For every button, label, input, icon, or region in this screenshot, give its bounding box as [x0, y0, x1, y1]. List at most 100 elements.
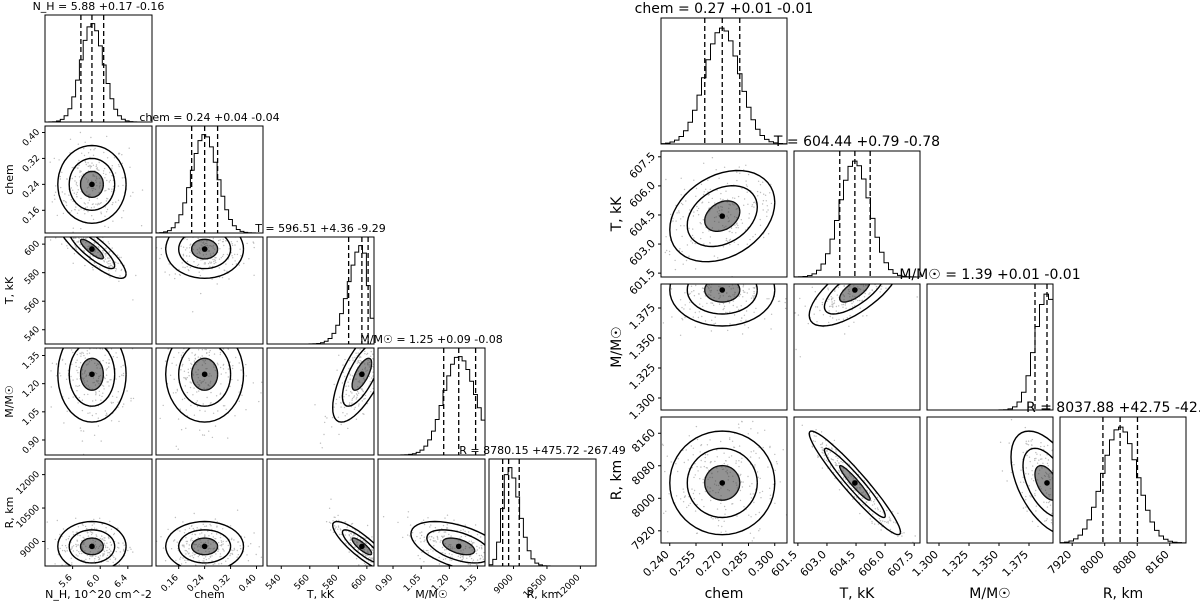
sample-point: [62, 212, 65, 215]
sample-point: [700, 459, 702, 462]
sample-point: [126, 390, 128, 392]
panel-frame: [155, 458, 264, 567]
sample-point: [212, 563, 214, 566]
sample-point: [89, 555, 91, 557]
sample-point: [219, 239, 221, 241]
sample-point: [193, 228, 194, 229]
sample-point: [347, 385, 350, 387]
sample-point: [444, 553, 446, 555]
sample-point: [893, 521, 895, 523]
sample-point: [838, 305, 840, 307]
sample-point: [1039, 454, 1042, 456]
sample-point: [714, 322, 717, 324]
sample-point: [220, 545, 223, 547]
panel-frame: [44, 347, 153, 456]
sample-point: [707, 240, 708, 241]
sample-point: [84, 160, 86, 162]
density-core: [704, 284, 740, 302]
sample-point: [122, 372, 125, 375]
sample-point: [430, 548, 432, 550]
sample-point: [189, 266, 192, 269]
sample-point: [180, 354, 183, 356]
sample-point: [200, 292, 202, 295]
sample-point: [714, 460, 716, 463]
sample-point: [1092, 522, 1093, 523]
sample-point: [671, 316, 673, 318]
sample-point: [132, 191, 134, 194]
sample-point: [226, 270, 228, 272]
histogram-t-kk: [267, 245, 374, 344]
sample-point: [475, 564, 478, 566]
sample-point: [74, 180, 76, 182]
sample-point: [1045, 457, 1047, 459]
x-tick-label: 606.0: [856, 548, 887, 579]
sample-point: [176, 231, 177, 232]
sample-point: [709, 462, 712, 464]
sample-point: [662, 444, 664, 447]
contour-2sigma: [686, 184, 758, 248]
sample-point: [383, 561, 384, 562]
sample-point: [174, 273, 176, 275]
sample-point: [741, 222, 744, 224]
sample-point: [368, 375, 370, 378]
sample-point: [76, 334, 77, 335]
sample-point: [820, 443, 822, 446]
sample-point: [831, 301, 833, 303]
sample-point: [96, 204, 99, 206]
panel-frame: [155, 347, 264, 456]
sample-point: [750, 516, 752, 518]
sample-point: [89, 234, 90, 235]
sample-point: [330, 498, 332, 500]
sample-point: [1008, 442, 1010, 444]
sample-point: [57, 229, 58, 230]
sample-point: [490, 560, 491, 561]
y-axis-label-m-m: M/M☉: [3, 385, 16, 418]
sample-point: [376, 556, 377, 557]
sample-point: [103, 544, 106, 546]
sample-point: [729, 311, 731, 313]
sample-point: [240, 568, 241, 569]
sample-point: [223, 244, 225, 247]
sample-point: [869, 292, 871, 294]
y-tick-label: 1.350: [627, 331, 658, 362]
sample-point: [201, 222, 202, 223]
sample-point: [108, 257, 110, 259]
sample-point: [1066, 490, 1067, 491]
sample-point: [837, 267, 838, 268]
sample-point: [186, 213, 187, 214]
sample-point: [1049, 504, 1052, 506]
sample-point: [769, 192, 771, 194]
sample-point: [858, 278, 859, 279]
sample-point: [411, 532, 414, 534]
sample-point: [231, 255, 233, 257]
sample-point: [75, 531, 78, 533]
sample-point: [104, 545, 107, 547]
sample-point: [389, 562, 390, 563]
sample-point: [729, 230, 731, 232]
sample-point: [81, 574, 82, 575]
sample-point: [388, 569, 389, 570]
sample-point: [513, 561, 514, 562]
sample-point: [81, 552, 83, 555]
sample-point: [753, 290, 755, 293]
title-n-h-10-20-cm-2: N_H = 5.88 +0.17 -0.16: [33, 0, 165, 13]
sample-point: [348, 395, 350, 397]
sample-point: [199, 334, 200, 335]
sample-point: [59, 215, 60, 216]
sample-point: [72, 200, 74, 203]
sample-point: [1068, 512, 1069, 513]
sample-point: [195, 401, 197, 404]
sample-point: [1054, 492, 1055, 493]
x-tick-label: 8160: [1143, 548, 1172, 577]
sample-point: [218, 239, 220, 242]
sample-point: [380, 561, 381, 562]
sample-point: [1010, 471, 1013, 474]
sample-point: [117, 164, 120, 166]
sample-point: [688, 504, 690, 507]
sample-point: [70, 199, 72, 201]
sample-point: [767, 466, 769, 468]
sample-point: [731, 279, 732, 280]
sample-point: [825, 459, 828, 462]
sample-point: [889, 518, 891, 520]
